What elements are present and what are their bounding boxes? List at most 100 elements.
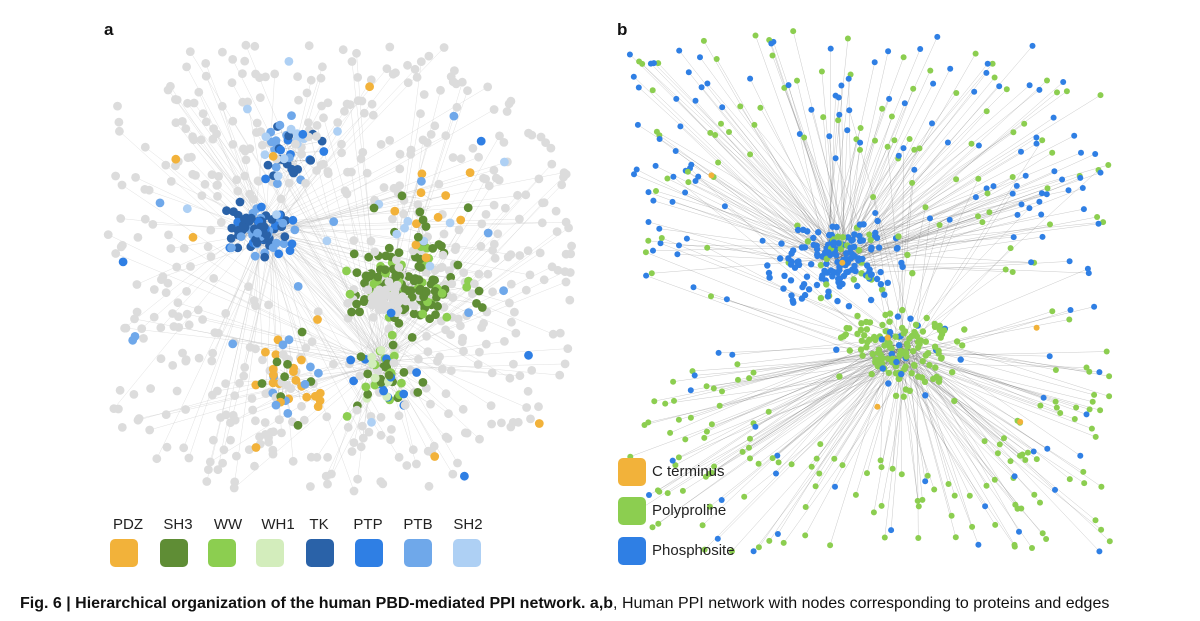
network-node — [900, 54, 907, 61]
network-node — [244, 445, 254, 454]
network-node — [780, 285, 787, 292]
network-edge — [839, 185, 994, 243]
network-edge — [894, 337, 1110, 377]
network-edge — [832, 190, 1069, 242]
network-edge — [630, 355, 903, 457]
network-edge — [799, 133, 829, 271]
network-node — [826, 133, 833, 140]
network-node — [836, 267, 843, 274]
network-node — [196, 135, 206, 145]
network-node — [161, 410, 171, 419]
network-node — [417, 176, 426, 186]
network-node — [202, 477, 212, 486]
network-node — [488, 287, 497, 297]
network-node — [271, 350, 281, 359]
network-node — [915, 503, 922, 510]
network-edge — [825, 57, 904, 268]
network-node — [931, 343, 939, 350]
network-node — [855, 247, 863, 254]
network-node — [739, 448, 746, 455]
network-edge — [843, 137, 1037, 264]
network-node — [813, 455, 820, 462]
network-node — [253, 228, 262, 238]
network-edge — [844, 94, 1101, 254]
network-node — [395, 181, 404, 191]
network-node — [953, 90, 960, 96]
network-node — [266, 427, 276, 437]
network-node — [1077, 452, 1084, 459]
network-node — [294, 95, 303, 105]
network-node — [298, 129, 308, 139]
network-node — [953, 176, 960, 183]
network-node — [675, 454, 682, 461]
network-node — [704, 80, 711, 87]
network-node — [411, 240, 421, 250]
network-edge — [682, 354, 898, 492]
network-node — [240, 363, 250, 372]
network-node — [948, 512, 955, 519]
network-node — [1003, 86, 1010, 93]
network-node — [700, 37, 707, 44]
network-node — [333, 126, 342, 136]
network-node — [886, 95, 893, 102]
network-node — [1052, 367, 1059, 373]
network-edge — [771, 43, 842, 256]
network-node — [895, 342, 903, 349]
network-edge — [915, 185, 1017, 344]
network-node — [843, 250, 850, 257]
network-node — [650, 247, 656, 254]
network-node — [1029, 545, 1035, 551]
network-edge — [658, 62, 841, 260]
network-node — [385, 42, 395, 52]
network-node — [1077, 174, 1084, 181]
network-node — [711, 463, 718, 470]
network-node — [715, 159, 722, 166]
network-node — [400, 400, 410, 410]
network-edge — [667, 351, 896, 494]
network-edge — [271, 243, 280, 420]
network-node — [794, 77, 800, 84]
network-node — [448, 153, 458, 162]
network-node — [194, 87, 204, 97]
network-node — [1103, 348, 1110, 355]
network-node — [412, 219, 421, 229]
network-node — [218, 458, 228, 468]
network-node — [820, 114, 827, 121]
network-node — [166, 244, 176, 253]
network-node — [130, 332, 140, 341]
network-node — [719, 104, 726, 111]
network-node — [899, 263, 906, 270]
network-node — [810, 241, 817, 249]
network-edge — [379, 174, 567, 356]
network-node — [781, 272, 788, 279]
network-edge — [652, 90, 833, 263]
network-edge — [718, 344, 903, 354]
network-node — [643, 272, 650, 279]
network-node — [922, 204, 929, 211]
network-edge — [846, 188, 987, 271]
network-node — [904, 251, 911, 259]
network-node — [322, 412, 332, 422]
network-edge — [901, 319, 1070, 352]
network-node — [114, 117, 124, 127]
network-node — [219, 445, 229, 455]
panel-b-nodes — [626, 28, 1113, 555]
network-node — [876, 356, 883, 363]
network-node — [437, 364, 447, 374]
network-node — [422, 138, 432, 148]
network-node — [409, 309, 419, 319]
network-edge — [881, 361, 910, 506]
network-node — [815, 229, 822, 236]
network-edge — [838, 236, 1043, 268]
network-node — [701, 434, 708, 441]
network-node — [953, 338, 961, 345]
network-node — [909, 179, 916, 186]
network-node — [384, 370, 394, 380]
network-node — [120, 323, 129, 333]
network-node — [261, 347, 270, 357]
network-node — [867, 296, 875, 304]
network-node — [447, 279, 457, 289]
caption-panel-refs: a,b — [589, 595, 614, 612]
network-node — [448, 469, 458, 479]
network-node — [1106, 373, 1113, 380]
